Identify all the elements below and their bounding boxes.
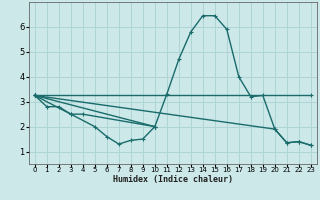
X-axis label: Humidex (Indice chaleur): Humidex (Indice chaleur) xyxy=(113,175,233,184)
